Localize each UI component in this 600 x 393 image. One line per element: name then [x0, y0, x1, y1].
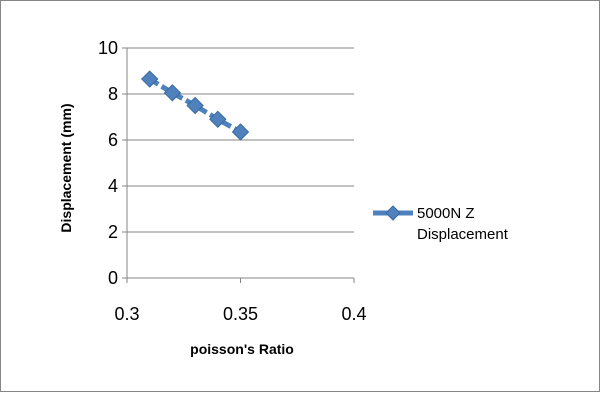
x-tick-label: 0.35: [223, 304, 258, 324]
x-tick-label: 0.3: [114, 304, 139, 324]
data-point: [186, 96, 204, 115]
y-tick-label: 6: [108, 130, 118, 150]
y-tick-label: 2: [108, 222, 118, 242]
series-line: [148, 76, 242, 135]
data-point: [209, 110, 227, 129]
legend-marker: [385, 205, 401, 221]
x-axis-title: poisson's Ratio: [190, 341, 294, 357]
y-tick-label: 8: [108, 84, 118, 104]
y-axis-title: Displacement (mm): [58, 103, 74, 232]
y-tick-label: 10: [98, 38, 118, 58]
y-tick-labels: 0 2 4 6 8 10: [98, 38, 118, 288]
data-point: [163, 84, 182, 102]
legend-label-line-1: 5000N Z: [417, 205, 475, 222]
x-tick-label: 0.4: [341, 304, 366, 324]
axes: [122, 47, 355, 283]
y-tick-label: 4: [108, 176, 118, 196]
data-point: [140, 70, 159, 88]
legend-label: 5000N Z Displacement: [417, 205, 509, 243]
x-tick-labels: 0.3 0.35 0.4: [114, 304, 366, 324]
series-group: [140, 70, 250, 141]
legend-label-line-2: Displacement: [417, 226, 509, 243]
y-tick-label: 0: [108, 268, 118, 288]
legend: 5000N Z Displacement: [373, 205, 509, 243]
data-point: [231, 123, 250, 141]
